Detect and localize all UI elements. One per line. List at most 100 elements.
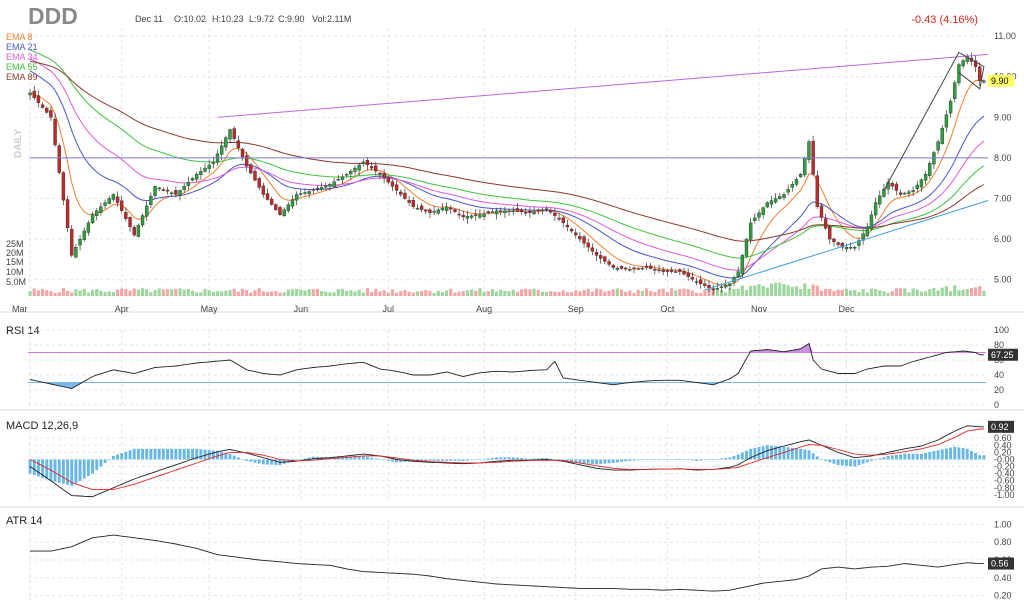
volume-bar xyxy=(857,292,861,296)
volume-bar xyxy=(844,288,849,296)
macd-histogram-bar xyxy=(649,459,653,460)
candle-body xyxy=(636,268,640,270)
volume-bar xyxy=(115,289,120,296)
macd-histogram-bar xyxy=(715,458,719,460)
volume-bar xyxy=(432,292,436,296)
candle-body xyxy=(149,195,153,205)
candle-body xyxy=(511,210,515,212)
volume-bar xyxy=(465,290,470,296)
volume-bar xyxy=(478,288,482,296)
candle-body xyxy=(586,242,590,248)
macd-histogram-bar xyxy=(632,459,636,461)
volume-bar xyxy=(924,291,928,296)
macd-histogram-bar xyxy=(815,456,819,460)
x-tick-label: Aug xyxy=(476,304,492,314)
candle-body xyxy=(140,215,145,226)
candle-body xyxy=(944,114,949,128)
volume-bar xyxy=(511,289,515,296)
x-tick-label: Dec xyxy=(838,304,855,314)
macd-histogram-bar xyxy=(220,451,224,460)
volume-bar xyxy=(107,291,111,296)
candle-body xyxy=(574,232,578,236)
macd-histogram-bar xyxy=(874,459,878,460)
volume-bar xyxy=(611,289,615,296)
macd-histogram-bar xyxy=(490,457,494,460)
macd-histogram-bar xyxy=(899,454,903,460)
macd-histogram-bar xyxy=(166,448,169,460)
x-tick-label: Sep xyxy=(568,304,584,314)
macd-histogram-bar xyxy=(361,455,365,460)
macd-histogram-bar xyxy=(449,459,453,461)
macd-histogram-bar xyxy=(520,458,524,460)
macd-histogram-bar xyxy=(349,456,353,460)
candle-body xyxy=(832,238,836,243)
volume-bar xyxy=(470,289,474,296)
volume-bar xyxy=(49,291,53,296)
macd-histogram-bar xyxy=(266,459,269,465)
macd-histogram-bar xyxy=(765,445,769,460)
macd-histogram-bar xyxy=(382,459,386,461)
candle-body xyxy=(719,286,724,289)
candle-body xyxy=(257,178,261,188)
volume-bar xyxy=(207,290,211,296)
rsi-value-badge xyxy=(988,348,1018,361)
macd-histogram-bar xyxy=(894,454,898,460)
volume-bar xyxy=(615,288,619,296)
candle-body xyxy=(686,272,690,277)
macd-histogram-bar xyxy=(628,459,632,461)
candle-body xyxy=(382,173,386,179)
macd-histogram-bar xyxy=(515,457,519,460)
header-volume: Vol:2.11M xyxy=(312,14,351,24)
candle-body xyxy=(369,166,374,169)
volume-bar xyxy=(265,292,270,296)
candle-body xyxy=(440,207,445,211)
grid xyxy=(0,28,1024,600)
candle-body xyxy=(469,215,474,218)
volume-bar xyxy=(536,289,540,296)
volume-bar xyxy=(865,292,869,296)
candle-body xyxy=(57,145,61,173)
volume-tick-label: 5.0M xyxy=(6,277,26,287)
candle-body xyxy=(282,209,286,217)
macd-histogram-bar xyxy=(95,459,99,471)
volume-bar xyxy=(136,289,140,296)
volume-bar xyxy=(778,282,782,296)
macd-histogram-bar xyxy=(295,459,299,461)
volume-bar xyxy=(965,289,969,296)
last-price-label: 9.90 xyxy=(991,76,1009,86)
candle-body xyxy=(482,213,486,217)
macd-histogram-bar xyxy=(724,457,728,460)
volume-bar xyxy=(395,292,399,296)
macd-histogram-bar xyxy=(345,456,349,460)
candle-body xyxy=(599,255,603,259)
volume-bar xyxy=(540,291,544,296)
candle-body xyxy=(336,179,341,181)
volume-bar xyxy=(869,288,874,296)
volume-bar xyxy=(657,289,661,296)
candle-body xyxy=(865,226,869,237)
volume-bar xyxy=(632,292,636,296)
volume-bar xyxy=(436,290,440,296)
macd-histogram-bar xyxy=(728,457,732,460)
volume-bar xyxy=(690,290,694,296)
candle-body xyxy=(961,60,965,67)
volume-bar xyxy=(761,285,765,296)
volume-bar xyxy=(694,292,699,296)
volume-bar xyxy=(374,288,378,296)
macd-histogram-bar xyxy=(674,458,678,460)
candle-body xyxy=(798,173,803,178)
header-open: O:10.02 xyxy=(174,14,206,24)
candle-body xyxy=(815,175,820,207)
x-tick-label: Apr xyxy=(115,304,129,314)
volume-bar xyxy=(153,290,157,296)
volume-bar xyxy=(911,288,915,296)
volume-bar xyxy=(678,288,682,296)
macd-histogram-bar xyxy=(149,448,153,460)
y-tick-label: -0.40 xyxy=(994,469,1015,479)
candle-body xyxy=(928,163,932,176)
volume-bar xyxy=(482,291,486,296)
candle-body xyxy=(857,240,861,246)
candle-body xyxy=(124,212,128,220)
volume-bar xyxy=(353,291,357,296)
volume-bar xyxy=(232,288,236,296)
